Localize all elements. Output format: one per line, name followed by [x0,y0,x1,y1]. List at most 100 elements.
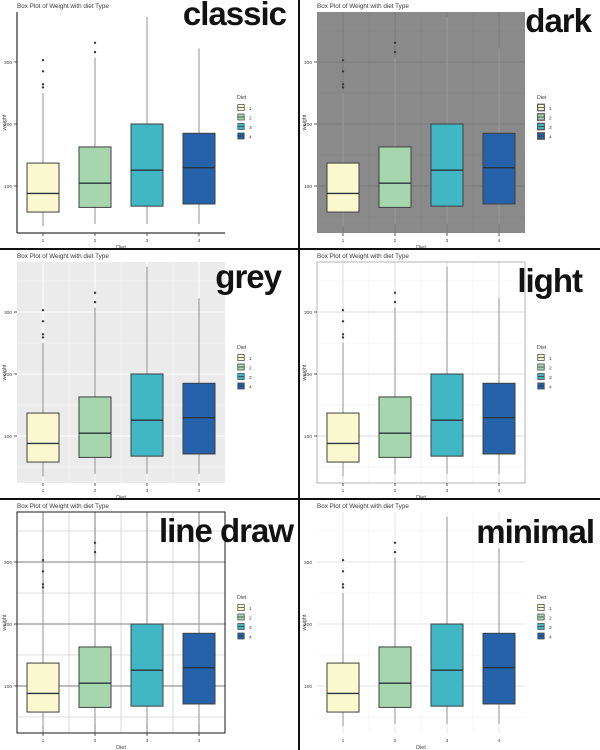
y-tick-label: 100 [304,684,312,690]
y-tick-label: 100 [4,684,12,690]
y-tick-label: 300 [4,60,12,66]
box-diet-2 [378,646,412,708]
outlier-diet-1 [41,583,45,586]
legend-label: 3 [549,625,552,631]
outlier-diet-1 [41,586,45,589]
x-tick-label: 1 [42,738,45,744]
x-tick-label: 3 [446,488,449,494]
box-diet-3 [430,623,464,707]
y-tick-label: 200 [304,122,312,128]
legend-title: Diet [237,345,247,351]
y-tick-label: 300 [4,310,12,316]
plot-title: Box Plot of Weight with diet Type [317,503,409,510]
legend-label: 4 [549,135,552,141]
outlier-diet-2 [393,41,397,44]
x-axis-label: Diet [116,245,126,250]
theme-label-line-draw: line draw [158,512,294,549]
x-tick-label: 2 [394,488,397,494]
legend-title: Diet [537,95,547,101]
y-axis-label: weight [2,114,8,131]
boxplot-chart-line-draw: 100 200 300 1 2 3 4 Diet weight Box Plot of Weigh… [2,503,252,750]
legend-label: 1 [549,606,552,612]
outlier-diet-2 [93,50,97,54]
theme-label-dark: dark [525,2,592,39]
x-tick-label: 2 [394,738,397,744]
outlier-diet-1 [341,86,345,89]
x-tick-label: 2 [94,238,97,244]
panel-minimal: 100 200 300 1 2 3 4 Diet weight Box Plot of Weigh… [300,500,600,750]
legend-title: Diet [237,95,247,101]
box-diet-4 [482,132,516,205]
legend-label: 3 [549,375,552,381]
legend-label: 1 [249,606,252,612]
box-diet-3 [130,623,164,707]
x-tick-label: 3 [446,738,449,744]
outlier-diet-2 [93,291,97,294]
x-tick-label: 4 [498,238,501,244]
legend-label: 2 [249,616,252,622]
outlier-diet-1 [41,70,45,73]
box-diet-2 [78,396,112,458]
x-axis-label: Diet [116,495,126,500]
outlier-diet-1 [41,570,45,573]
outlier-diet-1 [341,586,345,589]
panel-classic: 100 200 300 1 2 3 4 Diet weight Box Plot of Weigh… [0,0,300,250]
boxplot-chart-grey: 100 200 300 1 2 3 4 Diet weight Box Plot of Weigh… [2,253,252,500]
x-tick-label: 4 [198,488,201,494]
panel-border [16,511,226,734]
outlier-diet-2 [93,541,97,544]
outlier-diet-2 [393,50,397,54]
legend-label: 4 [249,635,252,641]
panel-light: 100 200 300 1 2 3 4 Diet weight Box Plot of Weigh… [300,250,600,500]
panel-border [316,261,526,484]
legend-label: 2 [549,616,552,622]
x-tick-label: 2 [394,238,397,244]
legend-label: 2 [549,366,552,372]
outlier-diet-1 [41,558,45,562]
plot-title: Box Plot of Weight with diet Type [317,253,409,260]
outlier-diet-2 [393,300,397,304]
theme-label-grey: grey [215,258,282,295]
y-tick-label: 200 [4,372,12,378]
x-tick-label: 3 [446,238,449,244]
x-axis-label: Diet [416,245,426,250]
y-tick-label: 300 [304,60,312,66]
box-diet-1 [26,412,60,463]
y-tick-label: 300 [4,560,12,566]
box-diet-3 [430,373,464,457]
plot-title: Box Plot of Weight with diet Type [317,3,409,10]
y-tick-label: 100 [4,434,12,440]
outlier-diet-1 [41,320,45,323]
outlier-diet-1 [341,558,345,562]
box-diet-4 [182,382,216,455]
plot-title: Box Plot of Weight with diet Type [17,503,109,510]
box-diet-1 [26,662,60,713]
legend-label: 1 [249,106,252,112]
theme-label-minimal: minimal [476,513,595,550]
outlier-diet-1 [41,86,45,89]
legend-label: 3 [249,625,252,631]
y-axis-label: weight [2,614,8,631]
legend-label: 4 [249,135,252,141]
legend-label: 4 [549,385,552,391]
y-axis-label: weight [302,364,308,381]
x-tick-label: 3 [146,238,149,244]
box-diet-2 [378,396,412,458]
x-axis-label: Diet [416,495,426,500]
box-diet-4 [482,632,516,705]
legend-label: 3 [249,375,252,381]
x-axis-label: Diet [116,745,126,750]
outlier-diet-2 [93,550,97,554]
outlier-diet-2 [93,41,97,44]
legend-label: 1 [249,356,252,362]
x-tick-label: 3 [146,738,149,744]
outlier-diet-1 [41,336,45,339]
outlier-diet-1 [341,320,345,323]
x-axis-label: Diet [416,745,426,750]
legend-title: Diet [537,595,547,601]
legend-label: 4 [549,635,552,641]
box-diet-4 [482,382,516,455]
box-diet-1 [326,662,360,713]
boxplot-chart-dark: 100 200 300 1 2 3 4 Diet weight Box Plot of Weigh… [302,3,552,250]
